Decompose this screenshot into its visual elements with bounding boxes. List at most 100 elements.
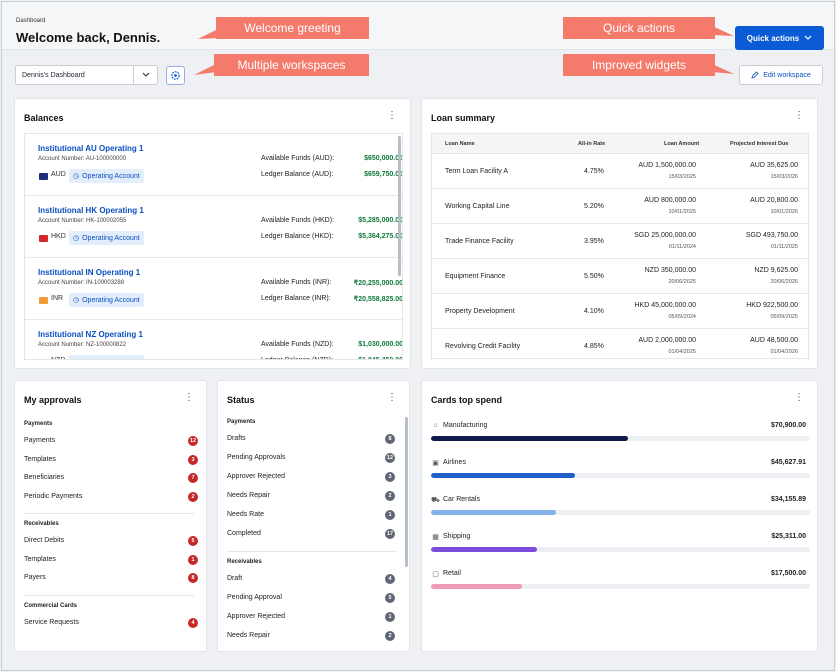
currency-code: INR: [51, 295, 64, 302]
spend-amount: $70,900.00: [770, 422, 806, 429]
list-item[interactable]: Approver Rejected: [227, 613, 285, 620]
list-item[interactable]: Templates: [24, 555, 56, 563]
section-heading: Receivables: [227, 559, 262, 565]
table-row[interactable]: Revolving Credit Facility 4.85% AUD 2,000,…: [432, 329, 808, 358]
list-item[interactable]: Needs Repair: [227, 632, 270, 639]
loan-amount: AUD 2,000,000.00: [638, 337, 696, 344]
bag-icon: ▢: [432, 571, 439, 578]
workspace-settings-button[interactable]: [166, 66, 185, 85]
loan-rate: 5.50%: [584, 273, 604, 280]
account-type-tag: ◷Operating Account: [69, 231, 144, 245]
more-options-icon[interactable]: ⋮: [387, 110, 397, 121]
table-row[interactable]: Working Capital Line 5.20% AUD 800,000.00 1…: [432, 189, 808, 224]
projected-interest: NZD 9,625.00: [754, 267, 798, 274]
count-badge: 3: [188, 454, 198, 465]
list-item[interactable]: Payers: [24, 574, 46, 581]
ledger-balance-label: Ledger Balance (AUD):: [261, 171, 334, 178]
projected-interest: SGD 493,750.00: [745, 232, 798, 239]
loan-name: Working Capital Line: [445, 203, 510, 210]
count-badge: 4: [385, 574, 395, 584]
table-row[interactable]: Equipment Finance 5.50% NZD 350,000.00 20/0…: [432, 259, 808, 294]
list-item[interactable]: Direct Debits: [24, 537, 65, 544]
account-name-link[interactable]: Institutional AU Operating 1: [38, 144, 144, 153]
spend-bar-fill: [431, 547, 538, 552]
count-badge: 1: [385, 612, 395, 622]
flag-icon: [39, 173, 48, 180]
callout-pointer-workspaces: [194, 64, 216, 75]
count-badge: 8: [188, 573, 198, 583]
account-type-label: Operating Account: [82, 234, 140, 242]
ledger-balance-value: $5,364,275.00: [358, 233, 403, 240]
list-item[interactable]: Pending Approvals: [227, 454, 286, 461]
section-divider: [227, 551, 397, 552]
list-item[interactable]: Needs Rate: [227, 511, 264, 518]
pencil-icon: [751, 71, 759, 79]
loan-name: Equipment Finance: [445, 273, 506, 280]
count-badge: 12: [385, 453, 395, 463]
cards-top-spend-title: Cards top spend: [431, 395, 503, 405]
scrollbar[interactable]: [398, 136, 401, 276]
workspace-select[interactable]: Dennis's Dashboard: [15, 65, 158, 85]
list-item[interactable]: Payments: [24, 437, 56, 444]
spend-bar-track: [431, 510, 810, 515]
more-options-icon[interactable]: ⋮: [184, 392, 194, 403]
projected-interest-date: 20/06/2026: [770, 279, 798, 285]
count-badge: 12: [188, 436, 198, 446]
callout-pointer-widgets: [712, 64, 734, 74]
ledger-balance-value: $659,750.00: [364, 171, 403, 178]
loan-amount-date: 01/11/2024: [668, 244, 696, 250]
gear-icon: [171, 71, 180, 80]
currency-code: HKD: [51, 233, 66, 240]
projected-interest-date: 01/04/2026: [770, 349, 798, 355]
edit-workspace-button[interactable]: Edit workspace: [739, 65, 823, 85]
available-funds-label: Available Funds (HKD):: [261, 217, 335, 224]
loan-amount: AUD 800,000.00: [644, 197, 696, 204]
account-name-link[interactable]: Institutional HK Operating 1: [38, 206, 144, 215]
list-item[interactable]: Approver Rejected: [227, 473, 285, 480]
count-badge: 1: [188, 554, 198, 565]
flag-icon: [39, 297, 48, 304]
loan-table: Loan Name All-in Rate Loan Amount Projec…: [431, 133, 809, 359]
quick-actions-button[interactable]: Quick actions: [735, 26, 824, 50]
edit-workspace-label: Edit workspace: [763, 71, 811, 79]
list-item[interactable]: Draft: [227, 575, 243, 582]
loan-rate: 4.75%: [584, 168, 604, 175]
account-type-label: Operating Account: [82, 296, 140, 304]
account-name-link[interactable]: Institutional IN Operating 1: [38, 268, 141, 277]
projected-interest-date: 05/09/2025: [770, 314, 798, 320]
more-options-icon[interactable]: ⋮: [794, 110, 804, 121]
callout-welcome: Welcome greeting: [216, 17, 369, 39]
projected-interest-date: 01/11/2025: [770, 244, 798, 250]
list-item[interactable]: Service Requests: [24, 618, 79, 626]
quick-actions-label: Quick actions: [746, 33, 800, 43]
scrollbar[interactable]: [405, 417, 408, 567]
list-item[interactable]: Needs Repair: [227, 492, 270, 499]
available-funds-value: $5,285,000.00: [358, 217, 403, 224]
table-row[interactable]: Trade Finance Facility 3.95% SGD 25,000,00…: [432, 224, 808, 259]
spend-category-label: Manufacturing: [443, 422, 488, 429]
table-row[interactable]: Term Loan Facility A 4.75% AUD 1,500,000.0…: [432, 154, 808, 189]
list-item[interactable]: Periodic Payments: [24, 492, 83, 500]
projected-interest: AUD 20,800.00: [750, 197, 798, 204]
list-item[interactable]: Templates: [24, 455, 56, 463]
available-funds-value: $1,030,000.00: [358, 341, 403, 348]
clock-icon: ◷: [73, 358, 79, 359]
more-options-icon[interactable]: ⋮: [794, 392, 804, 403]
list-item[interactable]: Beneficiaries: [24, 474, 65, 481]
account-number: Account Number: IN-100003288: [38, 280, 125, 286]
account-name-link[interactable]: Institutional NZ Operating 1: [38, 330, 143, 339]
page-title: Welcome back, Dennis.: [16, 30, 161, 45]
workspace-select-value: Dennis's Dashboard: [22, 71, 85, 79]
table-row[interactable]: Property Development 4.10% HKD 45,000,000.…: [432, 294, 808, 329]
spend-amount: $17,500.00: [770, 570, 806, 577]
list-item[interactable]: Pending Approval: [227, 594, 282, 601]
more-options-icon[interactable]: ⋮: [387, 392, 397, 403]
clock-icon: ◷: [73, 297, 80, 304]
spend-bar-track: [431, 473, 810, 478]
list-item[interactable]: Completed: [227, 530, 261, 537]
spend-bar-fill: [431, 584, 522, 589]
list-item[interactable]: Drafts: [227, 435, 246, 442]
count-badge: 8: [385, 434, 395, 444]
breadcrumb[interactable]: Dashboard: [16, 18, 46, 24]
spend-category-label: Retail: [443, 570, 461, 577]
